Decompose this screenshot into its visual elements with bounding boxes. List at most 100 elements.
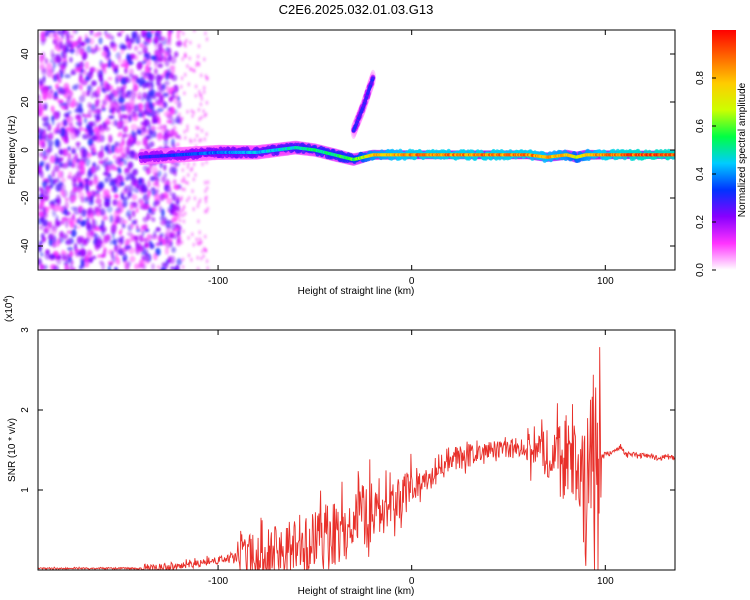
y-tick-label: 2 bbox=[20, 407, 31, 413]
noise-blob bbox=[74, 153, 79, 160]
y-tick-label: -40 bbox=[20, 238, 31, 253]
colorbar-bar bbox=[712, 30, 736, 270]
noise-blob bbox=[147, 72, 153, 80]
noise-blob bbox=[198, 237, 202, 242]
noise-blob bbox=[58, 100, 63, 108]
noise-blob bbox=[87, 102, 92, 109]
noise-blob bbox=[166, 85, 170, 93]
noise-blob bbox=[186, 181, 190, 186]
noise-blob bbox=[192, 242, 196, 247]
noise-blob bbox=[180, 76, 184, 81]
noise-blob bbox=[147, 141, 154, 148]
noise-blob bbox=[193, 138, 197, 143]
noise-blob bbox=[72, 267, 76, 270]
noise-blob bbox=[60, 177, 66, 183]
noise-blob bbox=[129, 233, 136, 242]
noise-blob bbox=[176, 258, 182, 266]
noise-blob bbox=[136, 243, 143, 251]
noise-blob bbox=[132, 168, 139, 176]
noise-blob bbox=[150, 125, 157, 131]
noise-blob bbox=[156, 126, 161, 131]
noise-blob bbox=[61, 253, 66, 261]
noise-blob bbox=[84, 261, 90, 268]
noise-blob bbox=[70, 146, 77, 155]
noise-blob bbox=[191, 114, 194, 118]
noise-blob bbox=[39, 54, 44, 63]
noise-blob bbox=[38, 217, 41, 225]
noise-blob bbox=[162, 54, 166, 64]
noise-blob bbox=[78, 35, 82, 43]
noise-blob bbox=[44, 57, 48, 65]
noise-blob bbox=[153, 230, 157, 238]
noise-blob bbox=[80, 77, 85, 81]
noise-blob bbox=[185, 198, 189, 203]
noise-blob bbox=[179, 235, 182, 240]
colorbar-ticks: 0.0 0.2 0.4 0.6 0.8 bbox=[695, 71, 716, 277]
noise-blob bbox=[38, 258, 42, 266]
noise-blob bbox=[205, 76, 209, 81]
noise-blob bbox=[161, 262, 167, 267]
noise-blob bbox=[81, 91, 88, 97]
figure-title: C2E6.2025.032.01.03.G13 bbox=[279, 2, 434, 17]
noise-blob bbox=[122, 199, 128, 208]
noise-blob bbox=[140, 71, 147, 77]
noise-blob bbox=[196, 241, 199, 246]
noise-blob bbox=[138, 91, 142, 100]
noise-blob bbox=[45, 163, 50, 172]
noise-blob bbox=[163, 138, 169, 146]
x-tick-label: 100 bbox=[597, 276, 614, 287]
noise-blob bbox=[117, 54, 122, 62]
noise-blob bbox=[76, 218, 81, 224]
noise-blob bbox=[80, 68, 84, 73]
noise-blob bbox=[155, 91, 162, 98]
noise-blob bbox=[84, 61, 90, 70]
noise-blob bbox=[149, 175, 156, 182]
noise-blob bbox=[187, 196, 191, 200]
noise-blob bbox=[75, 48, 79, 56]
noise-blob bbox=[175, 240, 182, 247]
noise-blob bbox=[70, 176, 78, 181]
noise-blob bbox=[171, 137, 175, 147]
noise-blob bbox=[119, 251, 127, 256]
noise-blob bbox=[156, 265, 161, 269]
noise-blob bbox=[62, 233, 68, 240]
noise-blob bbox=[205, 209, 209, 214]
noise-blob bbox=[53, 165, 60, 172]
noise-blob bbox=[135, 224, 139, 230]
noise-blob bbox=[38, 162, 44, 168]
noise-blob bbox=[203, 180, 207, 185]
noise-blob bbox=[200, 256, 203, 261]
noise-blob bbox=[187, 235, 190, 240]
noise-blob bbox=[176, 199, 180, 206]
noise-blob bbox=[176, 30, 183, 33]
noise-blob bbox=[133, 45, 139, 52]
snr-x-ticks: -100 0 100 bbox=[208, 330, 614, 587]
noise-blob bbox=[194, 144, 198, 149]
noise-blob bbox=[135, 77, 140, 84]
noise-blob bbox=[41, 117, 48, 122]
noise-blob bbox=[183, 53, 187, 58]
noise-blob bbox=[107, 260, 115, 265]
noise-blob bbox=[38, 210, 45, 218]
noise-blob bbox=[199, 73, 203, 78]
noise-blob bbox=[123, 114, 129, 120]
noise-blob bbox=[47, 85, 53, 90]
noise-blob bbox=[39, 170, 44, 179]
noise-blob bbox=[57, 198, 61, 207]
trace-core bbox=[371, 76, 375, 80]
noise-blob bbox=[80, 209, 87, 217]
noise-blob bbox=[176, 233, 180, 238]
noise-blob bbox=[58, 42, 62, 51]
noise-blob bbox=[196, 255, 199, 260]
noise-blob bbox=[95, 68, 100, 74]
noise-blob bbox=[88, 108, 92, 114]
noise-blob bbox=[181, 168, 185, 172]
noise-blob bbox=[84, 113, 90, 118]
noise-blob bbox=[199, 198, 202, 203]
noise-blob bbox=[96, 193, 102, 199]
noise-blob bbox=[44, 192, 50, 201]
noise-blob bbox=[194, 93, 198, 98]
noise-blob bbox=[128, 184, 134, 193]
noise-blob bbox=[140, 96, 145, 103]
noise-blob bbox=[142, 45, 148, 54]
